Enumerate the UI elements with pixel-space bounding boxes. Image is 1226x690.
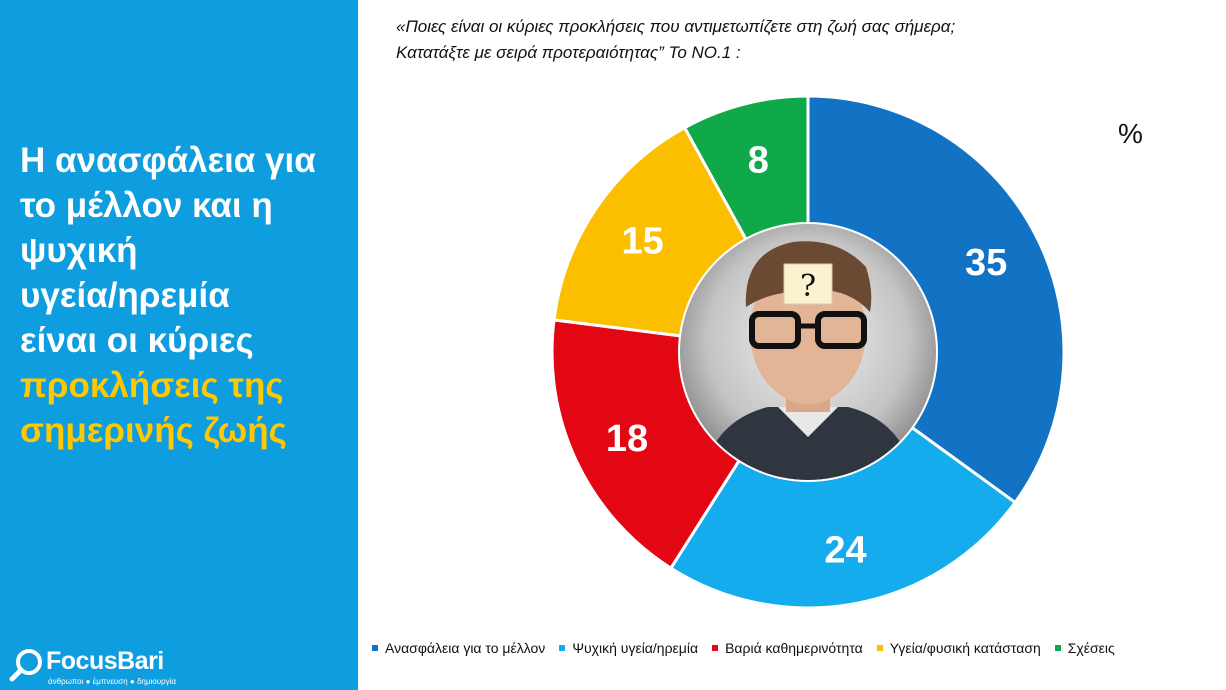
legend-item: Υγεία/φυσική κατάσταση	[876, 640, 1041, 656]
headline-accent-line: σημερινής ζωής	[20, 411, 287, 450]
legend-label: Σχέσεις	[1067, 640, 1115, 656]
unit-label: %	[1118, 118, 1143, 149]
data-label: 18	[606, 418, 648, 460]
left-panel: Η ανασφάλεια για το μέλλον και η ψυχική …	[0, 0, 358, 690]
legend-item: Βαριά καθημερινότητα	[712, 640, 863, 656]
data-label: 35	[965, 242, 1007, 284]
donut-slices: 35 24 18 15 8	[550, 94, 1066, 610]
photo-question-mark: ?	[800, 269, 816, 304]
logo-name: FocusBari	[46, 647, 164, 675]
legend-label: Βαριά καθημερινότητα	[725, 640, 863, 656]
legend-item: Ανασφάλεια για το μέλλον	[372, 640, 545, 656]
center-photo: ?	[678, 222, 938, 482]
survey-question: «Ποιες είναι οι κύριες προκλήσεις που αν…	[396, 14, 1216, 66]
legend-label: Υγεία/φυσική κατάσταση	[889, 640, 1041, 656]
focusbari-logo: FocusBari άνθρωποι ● έμπνευση ● δημιουργ…	[8, 644, 208, 686]
legend-label: Ανασφάλεια για το μέλλον	[385, 640, 546, 656]
logo-tagline: άνθρωποι ● έμπνευση ● δημιουργία	[48, 677, 177, 686]
headline-line: ψυχική	[20, 231, 138, 270]
legend-swatch	[372, 645, 378, 651]
legend-item: Ψυχική υγεία/ηρεμία	[559, 640, 698, 656]
headline-line: είναι οι κύριες	[20, 321, 254, 360]
legend-swatch	[1054, 645, 1061, 651]
headline-line: υγεία/ηρεμία	[20, 276, 230, 315]
legend-swatch	[876, 645, 883, 651]
legend-swatch	[559, 645, 566, 651]
survey-question-line: «Ποιες είναι οι κύριες προκλήσεις που αν…	[396, 17, 956, 36]
data-label: 24	[824, 529, 866, 571]
magnifier-icon	[9, 649, 42, 682]
headline-line: το μέλλον και η	[20, 186, 273, 225]
headline-accent-line: προκλήσεις της	[20, 366, 284, 405]
data-label: 8	[748, 139, 769, 181]
chart-legend: Ανασφάλεια για το μέλλον Ψυχική υγεία/ηρε…	[372, 636, 1222, 660]
survey-question-line: Κατατάξτε με σειρά προτεραιότητας” Το ΝΟ…	[396, 43, 741, 62]
legend-label: Ψυχική υγεία/ηρεμία	[572, 640, 699, 656]
legend-item: Σχέσεις	[1054, 640, 1115, 656]
donut-chart: 35 24 18 15 8 ?	[550, 94, 1066, 610]
data-label: 15	[621, 221, 663, 263]
headline: Η ανασφάλεια για το μέλλον και η ψυχική …	[20, 138, 350, 453]
legend-swatch	[712, 645, 719, 651]
headline-line: Η ανασφάλεια για	[20, 141, 316, 180]
